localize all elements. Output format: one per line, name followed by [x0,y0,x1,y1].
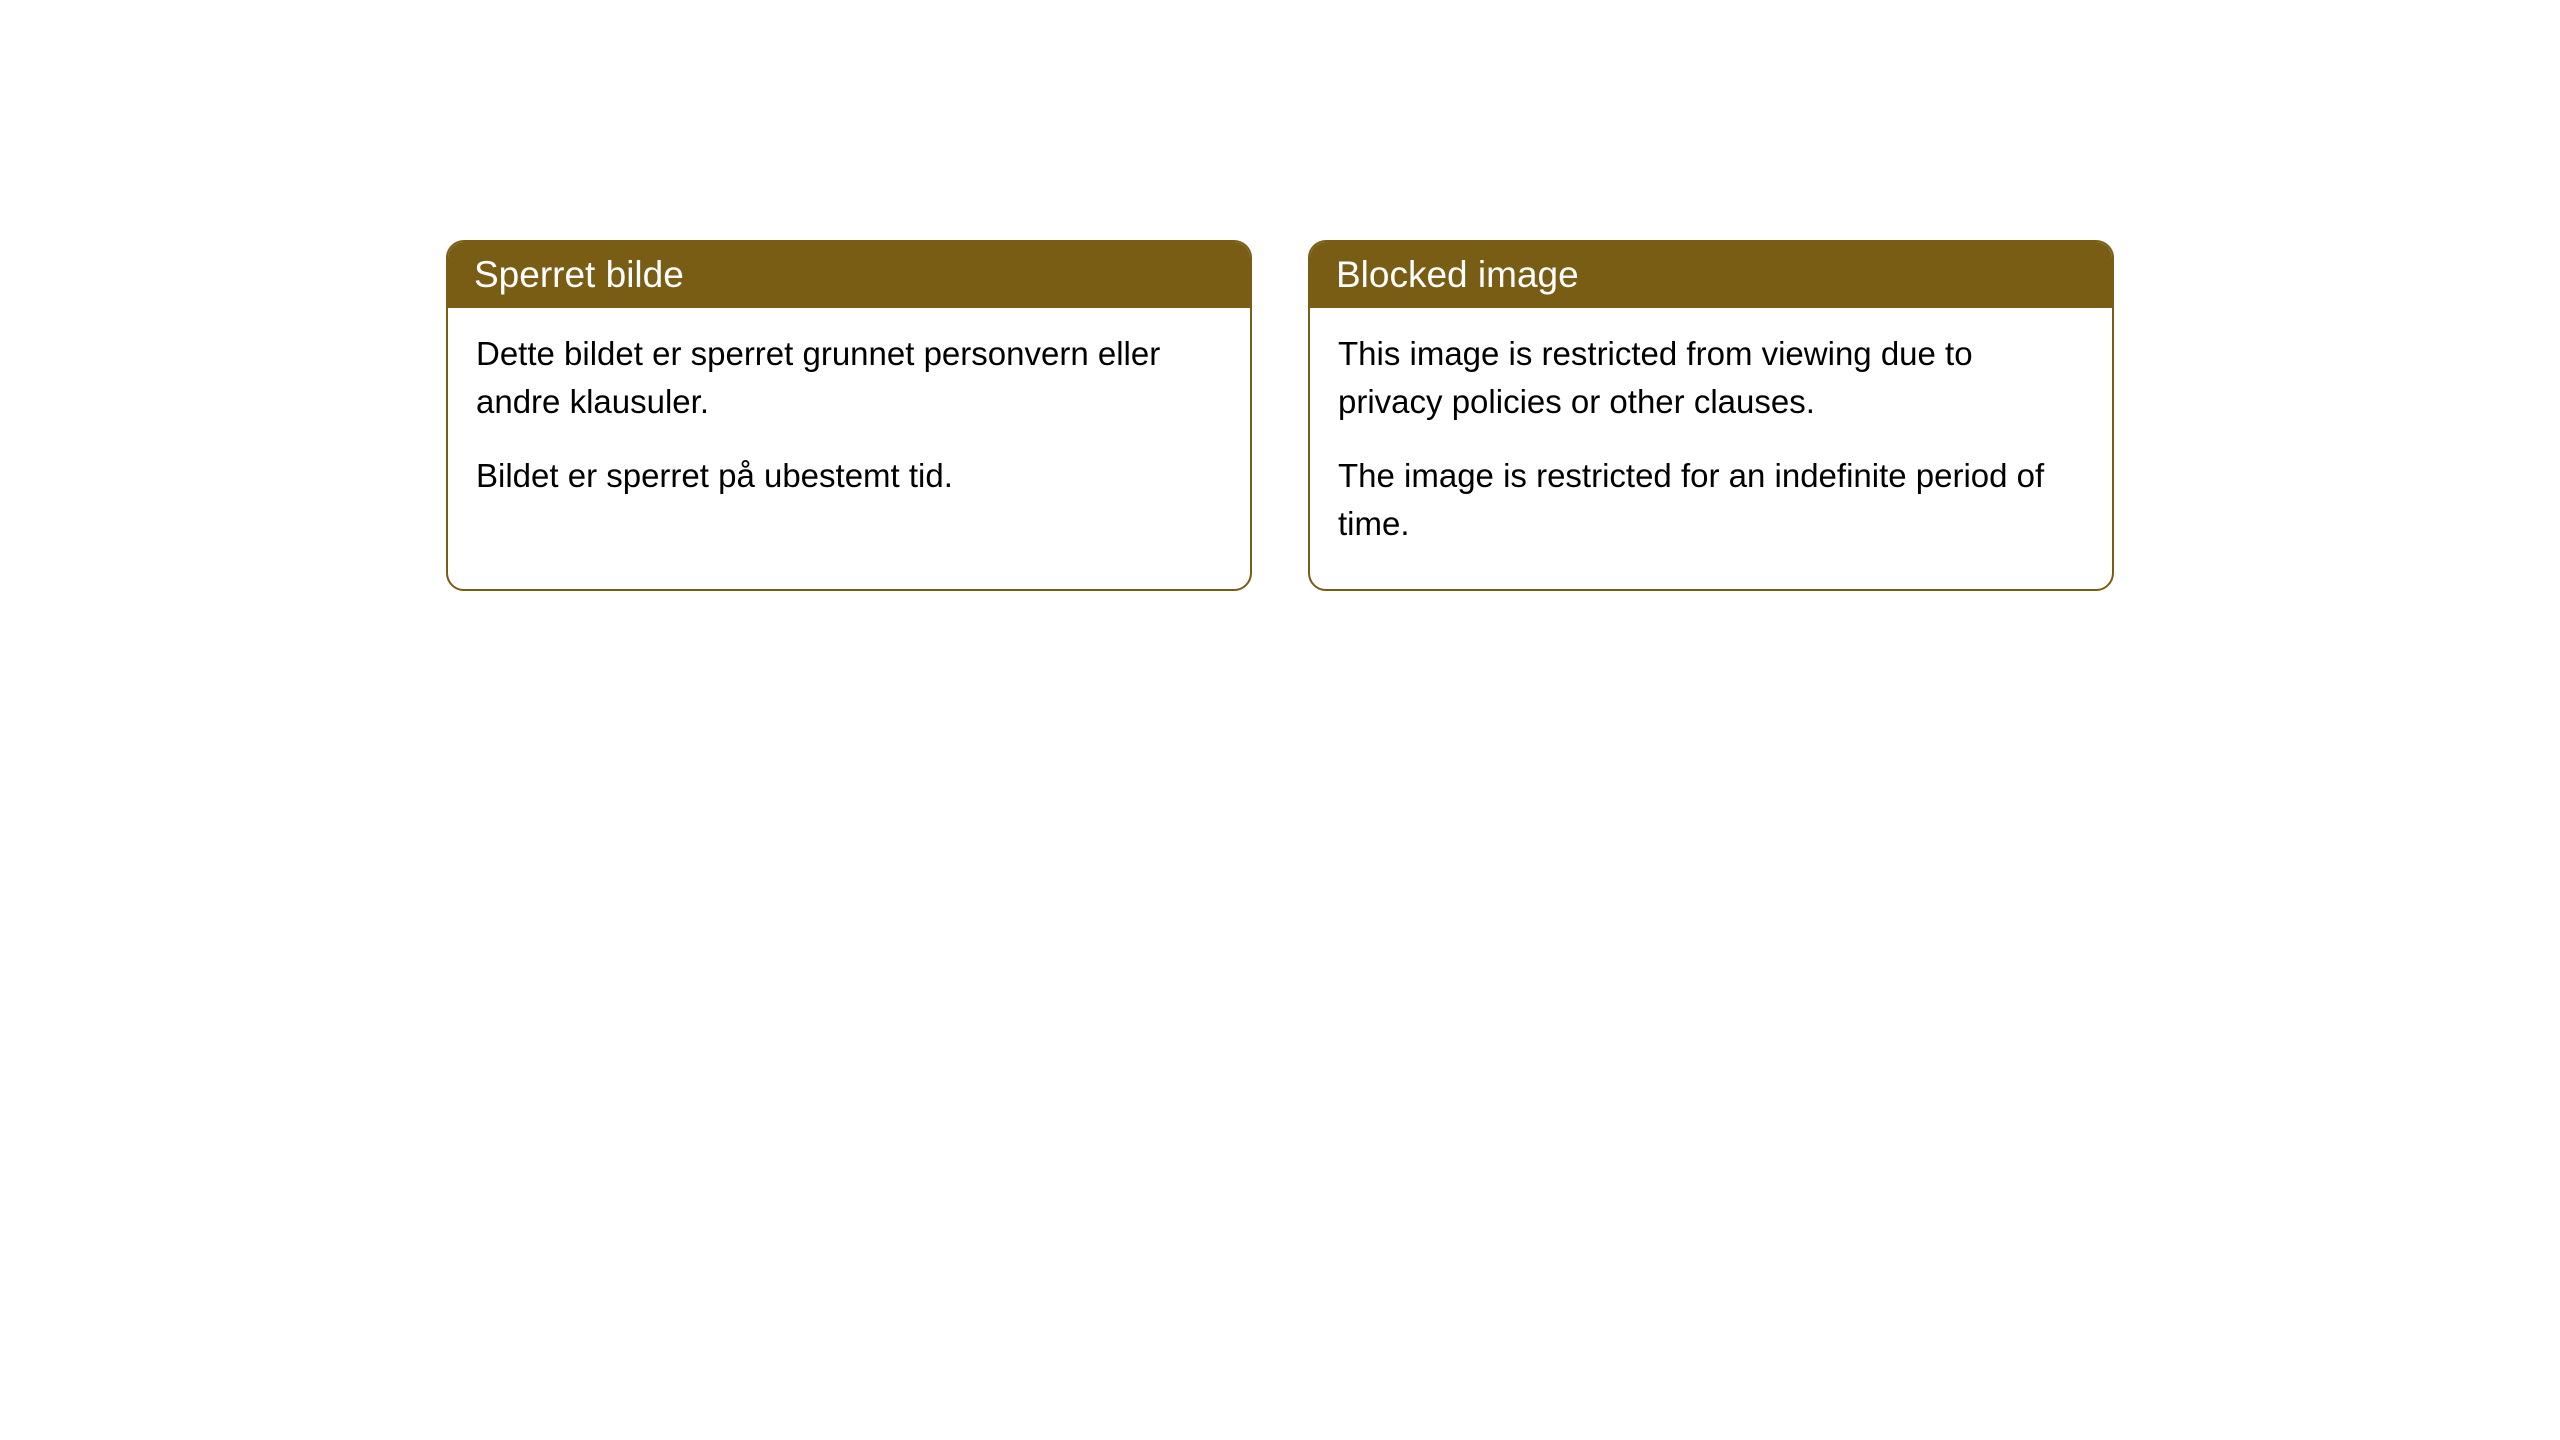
card-text-norwegian-p1: Dette bildet er sperret grunnet personve… [476,330,1222,426]
card-title-norwegian: Sperret bilde [474,254,684,295]
card-text-norwegian-p2: Bildet er sperret på ubestemt tid. [476,452,1222,500]
card-header-english: Blocked image [1310,242,2112,308]
card-text-english-p1: This image is restricted from viewing du… [1338,330,2084,426]
notice-container: Sperret bilde Dette bildet er sperret gr… [446,240,2114,591]
card-text-english-p2: The image is restricted for an indefinit… [1338,452,2084,548]
blocked-image-card-english: Blocked image This image is restricted f… [1308,240,2114,591]
blocked-image-card-norwegian: Sperret bilde Dette bildet er sperret gr… [446,240,1252,591]
card-body-norwegian: Dette bildet er sperret grunnet personve… [448,308,1250,542]
card-header-norwegian: Sperret bilde [448,242,1250,308]
card-title-english: Blocked image [1336,254,1579,295]
card-body-english: This image is restricted from viewing du… [1310,308,2112,589]
